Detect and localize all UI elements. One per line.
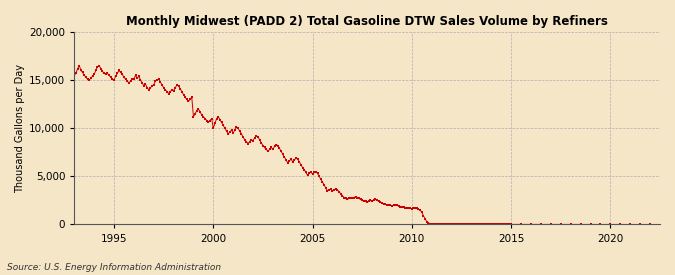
Text: Source: U.S. Energy Information Administration: Source: U.S. Energy Information Administ… bbox=[7, 263, 221, 272]
Title: Monthly Midwest (PADD 2) Total Gasoline DTW Sales Volume by Refiners: Monthly Midwest (PADD 2) Total Gasoline … bbox=[126, 15, 608, 28]
Y-axis label: Thousand Gallons per Day: Thousand Gallons per Day bbox=[15, 64, 25, 193]
